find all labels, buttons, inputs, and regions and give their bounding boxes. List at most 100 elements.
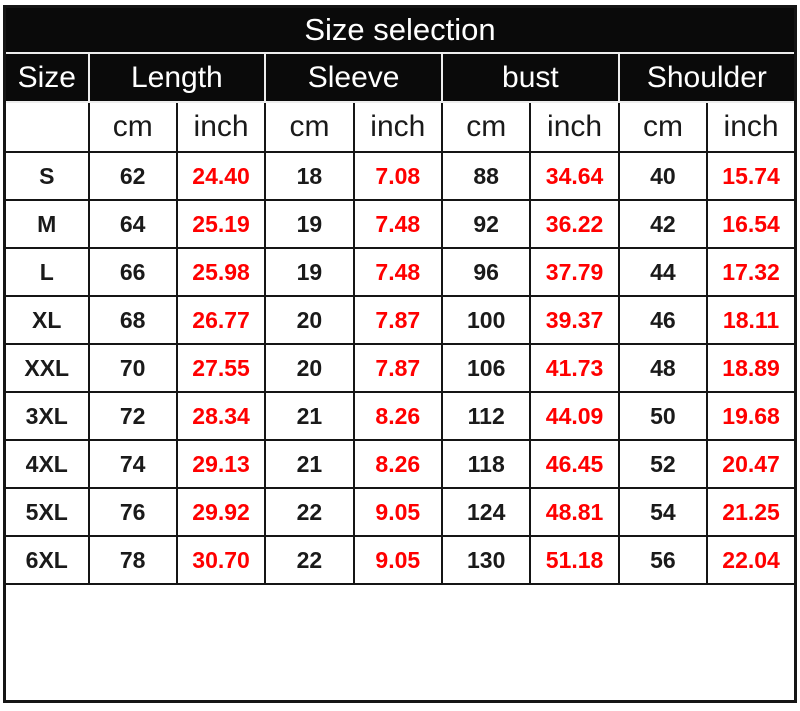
inch-value-cell: 18.11	[706, 295, 797, 345]
header-length: Length	[87, 52, 267, 103]
cm-value-cell: 70	[87, 343, 178, 393]
cm-value-cell: 124	[440, 487, 532, 537]
header-size: Size	[3, 52, 90, 103]
cm-value-cell: 54	[617, 487, 709, 537]
cm-value-cell: 72	[87, 391, 178, 441]
inch-value-cell: 48.81	[529, 487, 620, 537]
cm-value-cell: 118	[440, 439, 532, 489]
unit-inch-bust: inch	[529, 101, 620, 153]
empty-footer-cell	[3, 583, 797, 703]
size-cell: 3XL	[3, 391, 90, 441]
inch-value-cell: 7.48	[352, 199, 444, 249]
inch-value-cell: 15.74	[706, 151, 797, 201]
cm-value-cell: 46	[617, 295, 709, 345]
cm-value-cell: 66	[87, 247, 178, 297]
column-group-header-row: Size Length Sleeve bust Shoulder	[3, 52, 797, 103]
cm-value-cell: 64	[87, 199, 178, 249]
table-row: XL 68 26.77 20 7.87 100 39.37 46 18.11	[3, 295, 797, 345]
size-cell: 4XL	[3, 439, 90, 489]
size-cell: L	[3, 247, 90, 297]
cm-value-cell: 130	[440, 535, 532, 585]
table-row: 3XL 72 28.34 21 8.26 112 44.09 50 19.68	[3, 391, 797, 441]
cm-value-cell: 21	[264, 439, 355, 489]
inch-value-cell: 8.26	[352, 439, 444, 489]
inch-value-cell: 46.45	[529, 439, 620, 489]
inch-value-cell: 28.34	[175, 391, 267, 441]
inch-value-cell: 18.89	[706, 343, 797, 393]
inch-value-cell: 34.64	[529, 151, 620, 201]
table-row: S 62 24.40 18 7.08 88 34.64 40 15.74	[3, 151, 797, 201]
inch-value-cell: 41.73	[529, 343, 620, 393]
inch-value-cell: 9.05	[352, 535, 444, 585]
cm-value-cell: 19	[264, 247, 355, 297]
cm-value-cell: 42	[617, 199, 709, 249]
empty-corner-cell	[3, 101, 90, 153]
inch-value-cell: 17.32	[706, 247, 797, 297]
cm-value-cell: 68	[87, 295, 178, 345]
header-bust: bust	[441, 52, 620, 103]
table-row: L 66 25.98 19 7.48 96 37.79 44 17.32	[3, 247, 797, 297]
cm-value-cell: 20	[264, 343, 355, 393]
cm-value-cell: 22	[264, 487, 355, 537]
header-sleeve: Sleeve	[264, 52, 443, 103]
cm-value-cell: 40	[617, 151, 709, 201]
table-title: Size selection	[3, 5, 797, 54]
cm-value-cell: 92	[440, 199, 532, 249]
header-shoulder: Shoulder	[617, 52, 797, 103]
inch-value-cell: 36.22	[529, 199, 620, 249]
cm-value-cell: 48	[617, 343, 709, 393]
inch-value-cell: 19.68	[706, 391, 797, 441]
inch-value-cell: 29.13	[175, 439, 267, 489]
unit-inch-shoulder: inch	[706, 101, 797, 153]
inch-value-cell: 7.87	[352, 295, 444, 345]
inch-value-cell: 30.70	[175, 535, 267, 585]
cm-value-cell: 96	[440, 247, 532, 297]
inch-value-cell: 25.98	[175, 247, 267, 297]
cm-value-cell: 56	[617, 535, 709, 585]
inch-value-cell: 39.37	[529, 295, 620, 345]
inch-value-cell: 51.18	[529, 535, 620, 585]
cm-value-cell: 52	[617, 439, 709, 489]
empty-footer-row	[3, 583, 797, 703]
inch-value-cell: 8.26	[352, 391, 444, 441]
table-title-row: Size selection	[3, 5, 797, 54]
table-row: XXL 70 27.55 20 7.87 106 41.73 48 18.89	[3, 343, 797, 393]
inch-value-cell: 26.77	[175, 295, 267, 345]
cm-value-cell: 88	[440, 151, 532, 201]
cm-value-cell: 74	[87, 439, 178, 489]
inch-value-cell: 29.92	[175, 487, 267, 537]
inch-value-cell: 37.79	[529, 247, 620, 297]
inch-value-cell: 27.55	[175, 343, 267, 393]
unit-inch-length: inch	[175, 101, 267, 153]
size-cell: 6XL	[3, 535, 90, 585]
size-cell: M	[3, 199, 90, 249]
cm-value-cell: 106	[440, 343, 532, 393]
unit-cm-length: cm	[87, 101, 178, 153]
inch-value-cell: 9.05	[352, 487, 444, 537]
cm-value-cell: 18	[264, 151, 355, 201]
cm-value-cell: 50	[617, 391, 709, 441]
cm-value-cell: 62	[87, 151, 178, 201]
table-row: 6XL 78 30.70 22 9.05 130 51.18 56 22.04	[3, 535, 797, 585]
cm-value-cell: 21	[264, 391, 355, 441]
unit-cm-bust: cm	[440, 101, 532, 153]
inch-value-cell: 22.04	[706, 535, 797, 585]
unit-cm-shoulder: cm	[617, 101, 709, 153]
cm-value-cell: 76	[87, 487, 178, 537]
unit-header-row: cm inch cm inch cm inch cm inch	[3, 101, 797, 153]
size-cell: 5XL	[3, 487, 90, 537]
cm-value-cell: 112	[440, 391, 532, 441]
inch-value-cell: 7.48	[352, 247, 444, 297]
inch-value-cell: 16.54	[706, 199, 797, 249]
cm-value-cell: 20	[264, 295, 355, 345]
size-cell: XL	[3, 295, 90, 345]
table-row: 5XL 76 29.92 22 9.05 124 48.81 54 21.25	[3, 487, 797, 537]
table-row: 4XL 74 29.13 21 8.26 118 46.45 52 20.47	[3, 439, 797, 489]
cm-value-cell: 22	[264, 535, 355, 585]
size-table: Size selection Size Length Sleeve bust S…	[3, 5, 797, 703]
inch-value-cell: 21.25	[706, 487, 797, 537]
cm-value-cell: 78	[87, 535, 178, 585]
size-cell: XXL	[3, 343, 90, 393]
inch-value-cell: 24.40	[175, 151, 267, 201]
